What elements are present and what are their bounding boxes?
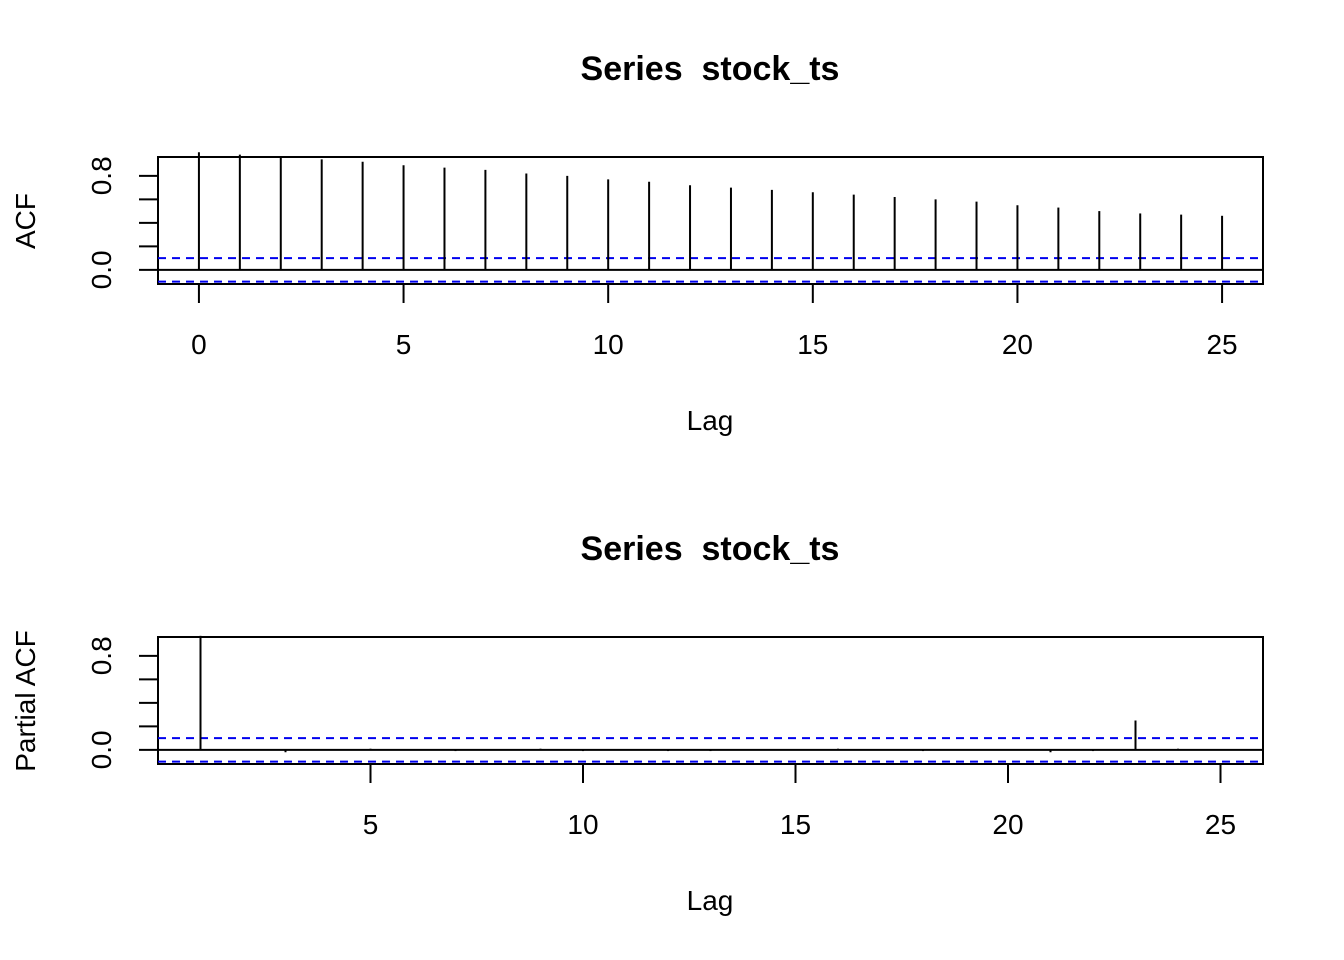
acf-y-axis-label: ACF: [10, 193, 41, 249]
acf-y-tick-label: 0.8: [86, 156, 117, 195]
acf-x-tick-label: 25: [1206, 329, 1237, 360]
pacf-x-tick-label: 20: [992, 809, 1023, 840]
acf-x-tick-label: 15: [797, 329, 828, 360]
acf-title: Series stock_ts: [581, 50, 840, 88]
pacf-x-tick-label: 25: [1205, 809, 1236, 840]
pacf-y-tick-label: 0.8: [86, 636, 117, 675]
acf-x-tick-label: 10: [593, 329, 624, 360]
acf-plot-frame: [157, 156, 1264, 285]
acf-x-tick-label: 0: [191, 329, 207, 360]
pacf-x-tick-label: 5: [363, 809, 379, 840]
pacf-y-axis-label: Partial ACF: [10, 630, 41, 772]
acf-x-tick-label: 5: [396, 329, 412, 360]
acf-y-tick-label: 0.0: [86, 250, 117, 289]
pacf-panel: Series stock_ts 5 10 15 20 25 0.0 0.8 Lag Part…: [10, 530, 1264, 916]
pacf-x-tick-label: 10: [567, 809, 598, 840]
acf-x-axis-label: Lag: [687, 405, 734, 436]
pacf-x-tick-label: 15: [780, 809, 811, 840]
pacf-x-axis-label: Lag: [687, 885, 734, 916]
acf-panel: Series stock_ts 0 5 10 15 20 25 0.0 0.8 Lag ACF: [10, 50, 1264, 436]
pacf-title: Series stock_ts: [581, 530, 840, 568]
pacf-plot-frame: [157, 636, 1264, 765]
acf-x-tick-label: 20: [1002, 329, 1033, 360]
pacf-y-tick-label: 0.0: [86, 730, 117, 769]
